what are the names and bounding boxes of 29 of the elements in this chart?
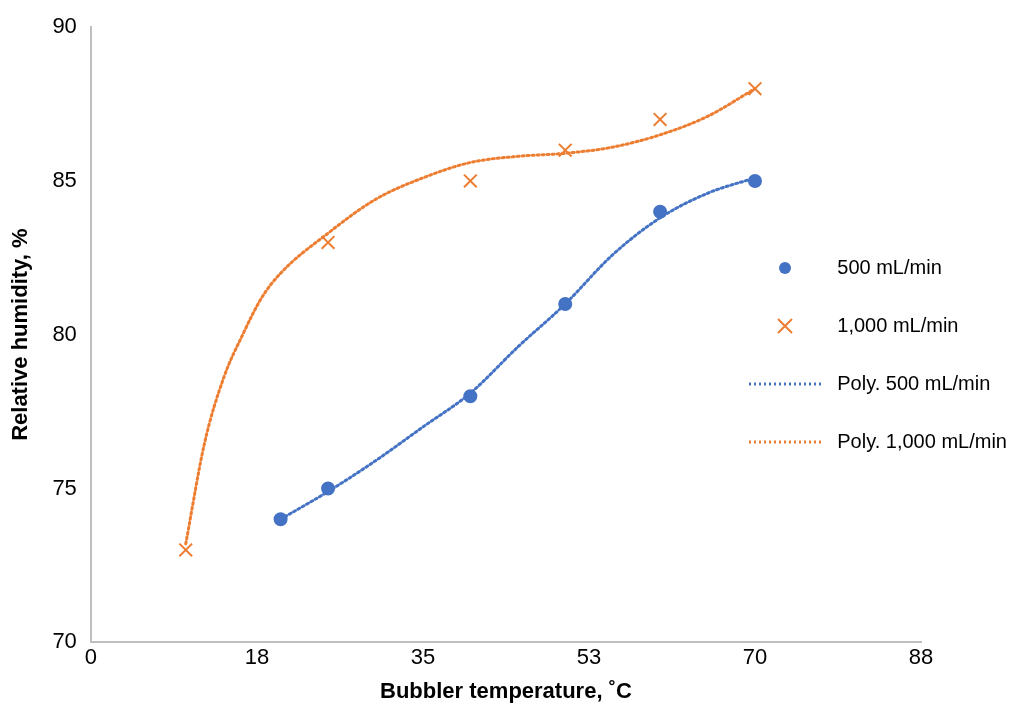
x-axis-title: Bubbler temperature, ˚C bbox=[380, 677, 632, 703]
y-tick-label: 75 bbox=[52, 474, 77, 500]
y-axis-title: Relative humidity, % bbox=[7, 228, 33, 441]
x-tick-label: 70 bbox=[742, 644, 768, 670]
point bbox=[652, 112, 668, 127]
x-tick-label: 18 bbox=[244, 644, 270, 670]
point bbox=[178, 542, 194, 558]
point bbox=[653, 204, 668, 219]
legend-label: 500 mL/min bbox=[837, 256, 942, 280]
point bbox=[558, 296, 573, 311]
legend-label: 1,000 mL/min bbox=[837, 314, 959, 338]
y-tick-label: 90 bbox=[52, 13, 77, 39]
point bbox=[747, 81, 763, 97]
point bbox=[463, 389, 478, 404]
point bbox=[321, 481, 336, 496]
legend-label: Poly. 500 mL/min bbox=[837, 372, 991, 396]
point bbox=[320, 235, 336, 250]
point bbox=[462, 173, 478, 189]
point bbox=[273, 512, 288, 527]
point bbox=[557, 142, 573, 158]
point bbox=[747, 173, 762, 188]
x-tick-label: 0 bbox=[84, 644, 97, 670]
x-tick-label: 53 bbox=[576, 644, 602, 670]
y-tick-label: 70 bbox=[52, 628, 77, 654]
x-tick-label: 88 bbox=[908, 644, 934, 670]
y-tick-label: 85 bbox=[52, 167, 77, 193]
y-tick-label: 80 bbox=[52, 320, 77, 346]
legend-label: Poly. 1,000 mL/min bbox=[837, 430, 1007, 454]
x-tick-label: 35 bbox=[410, 644, 436, 670]
